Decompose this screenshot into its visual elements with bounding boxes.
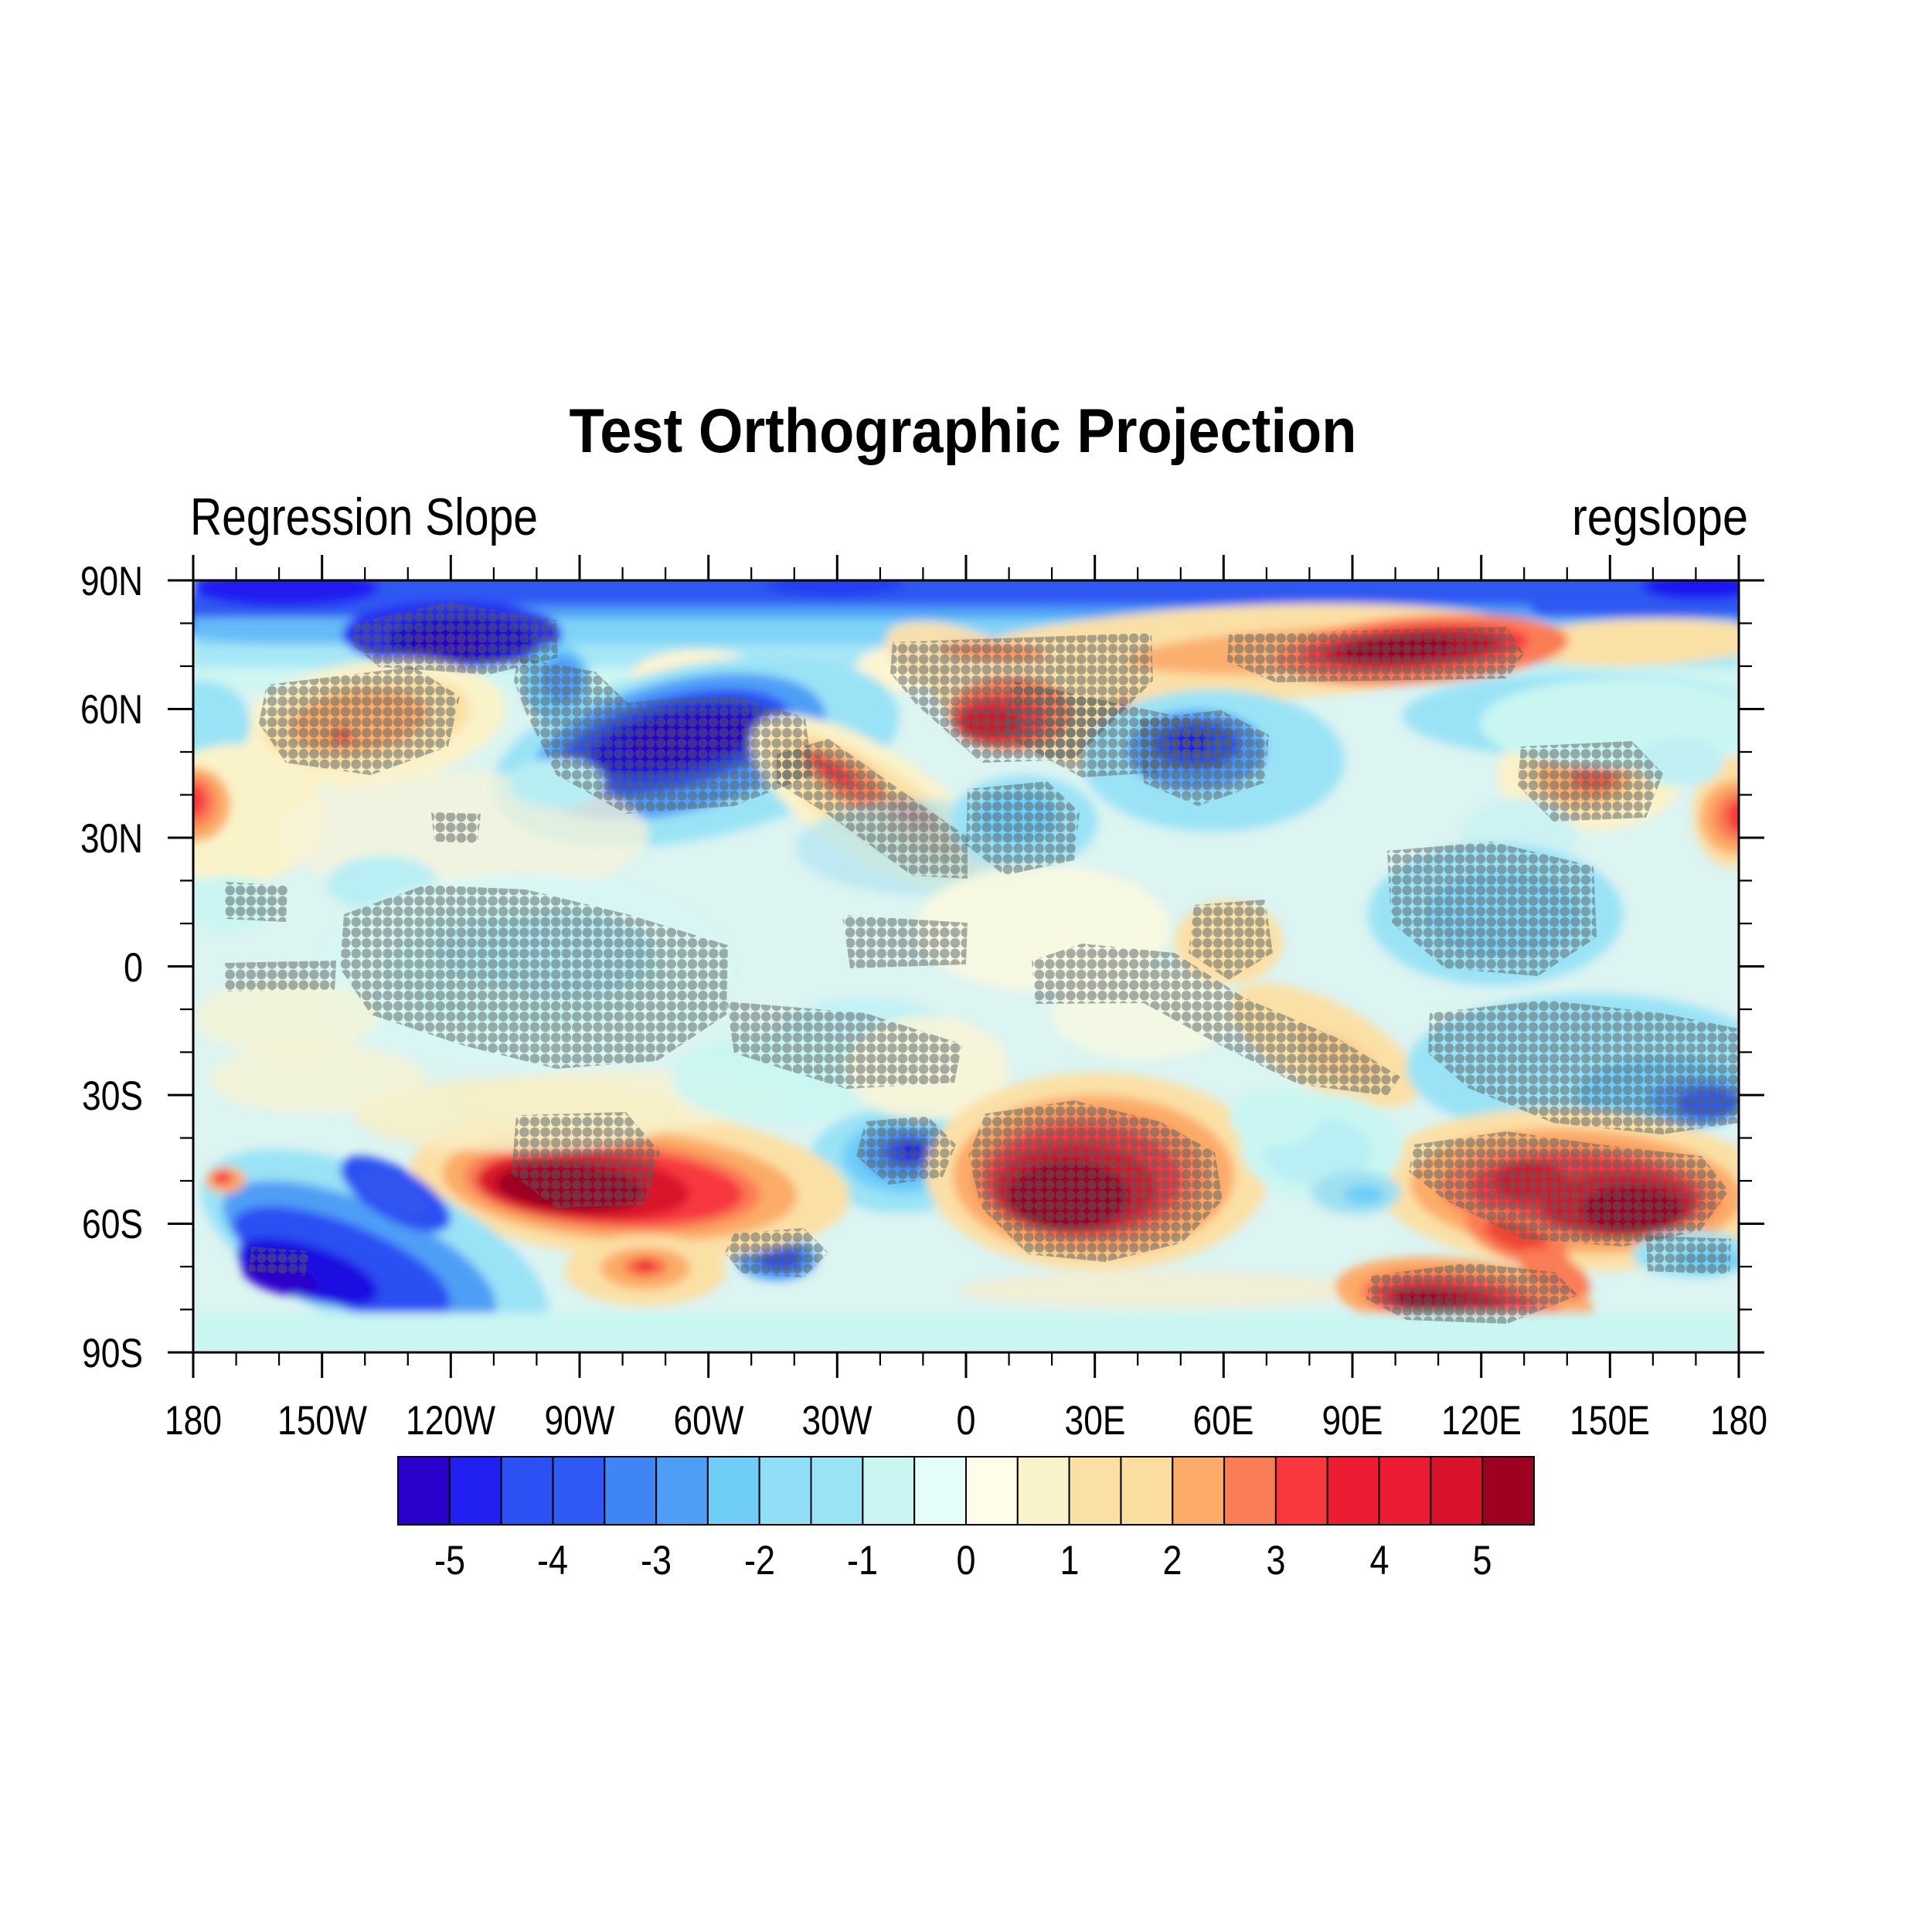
svg-text:Test Orthographic Projection: Test Orthographic Projection	[570, 396, 1357, 466]
svg-text:90E: 90E	[1322, 1398, 1383, 1444]
svg-text:2: 2	[1163, 1538, 1182, 1583]
svg-text:4: 4	[1370, 1538, 1389, 1583]
svg-text:30E: 30E	[1065, 1398, 1126, 1444]
svg-text:150W: 150W	[277, 1398, 367, 1444]
svg-text:3: 3	[1267, 1538, 1286, 1583]
svg-text:1: 1	[1060, 1538, 1080, 1583]
svg-text:regslope: regslope	[1572, 488, 1748, 546]
svg-text:-4: -4	[537, 1538, 568, 1583]
svg-text:90S: 90S	[82, 1331, 143, 1376]
svg-text:90N: 90N	[80, 559, 143, 604]
svg-text:Regression Slope: Regression Slope	[190, 488, 538, 546]
svg-text:5: 5	[1473, 1538, 1492, 1583]
svg-text:150E: 150E	[1570, 1398, 1650, 1444]
svg-text:-5: -5	[434, 1538, 465, 1583]
svg-text:60W: 60W	[674, 1398, 744, 1444]
svg-text:60E: 60E	[1193, 1398, 1254, 1444]
svg-text:180: 180	[1710, 1398, 1767, 1444]
svg-text:120E: 120E	[1441, 1398, 1522, 1444]
svg-text:-2: -2	[744, 1538, 775, 1583]
svg-text:30W: 30W	[802, 1398, 872, 1444]
svg-text:30S: 30S	[82, 1073, 143, 1119]
svg-text:120W: 120W	[406, 1398, 495, 1444]
svg-text:60N: 60N	[80, 687, 143, 733]
svg-text:-1: -1	[847, 1538, 878, 1583]
svg-text:-3: -3	[641, 1538, 672, 1583]
svg-text:30N: 30N	[80, 816, 143, 862]
svg-text:0: 0	[957, 1398, 976, 1444]
svg-text:180: 180	[165, 1398, 222, 1444]
svg-text:0: 0	[124, 945, 143, 991]
svg-text:0: 0	[957, 1538, 976, 1583]
svg-text:60S: 60S	[82, 1202, 143, 1247]
svg-text:90W: 90W	[545, 1398, 615, 1444]
